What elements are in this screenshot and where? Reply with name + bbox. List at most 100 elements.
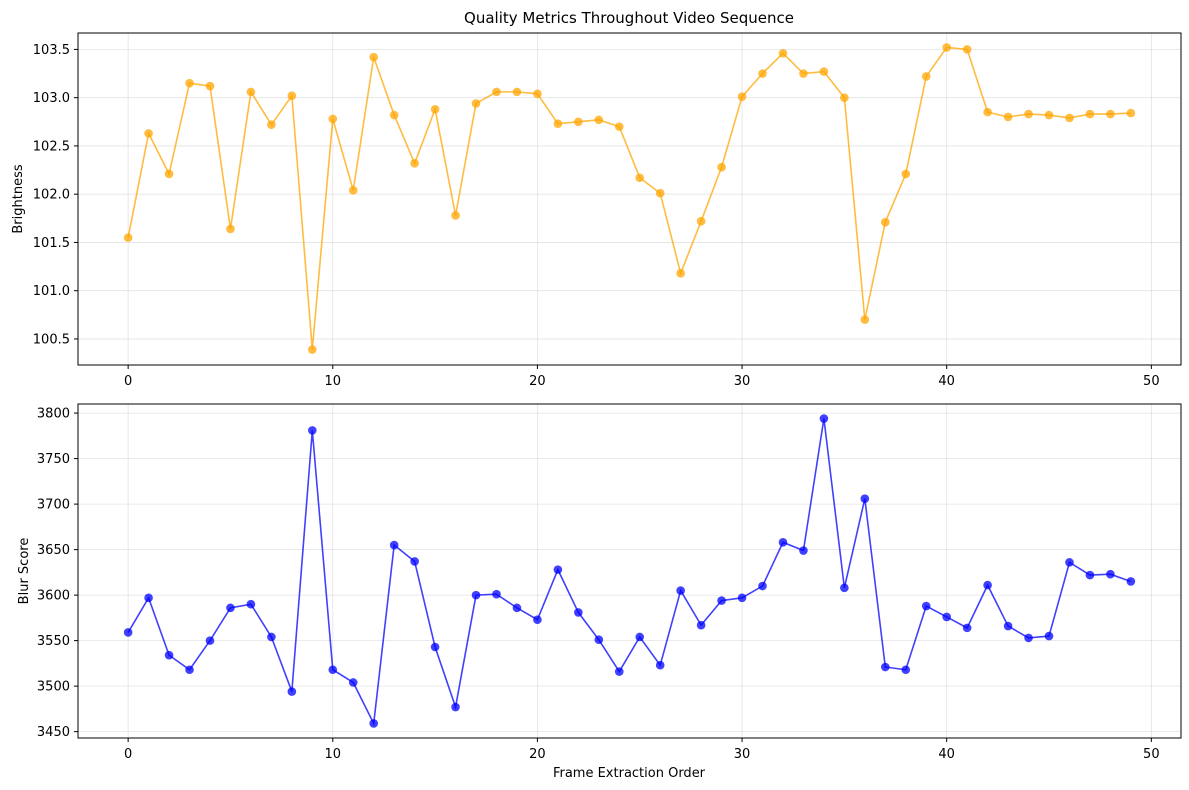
brightness-point bbox=[389, 110, 399, 120]
blur-score-panel: 0 10 20 30 40 50 3450 3500 3550 3600 3650 3700 3750… bbox=[17, 403, 1182, 781]
blur-score-point bbox=[983, 580, 992, 590]
brightness-point bbox=[512, 87, 522, 97]
blur-score-point bbox=[574, 608, 583, 617]
blur-score-point bbox=[962, 623, 972, 633]
brightness-x-tick-label: 0 bbox=[124, 374, 132, 389]
brightness-point bbox=[144, 129, 153, 138]
brightness-point bbox=[164, 169, 174, 179]
blur-score-point bbox=[430, 642, 440, 652]
blur-score-point bbox=[1106, 569, 1115, 579]
brightness-point bbox=[942, 43, 951, 52]
blur-score-point bbox=[492, 589, 501, 599]
blur-score-point bbox=[1126, 577, 1136, 586]
blur-score-point bbox=[860, 494, 870, 503]
brightness-points bbox=[123, 43, 1136, 354]
x-axis-label: Frame Extraction Order bbox=[553, 766, 706, 781]
blur-score-point bbox=[942, 612, 951, 622]
blur-score-y-tick-label: 3800 bbox=[37, 407, 70, 422]
brightness-y-tick-label: 100.5 bbox=[33, 332, 70, 347]
blur-score-point bbox=[1085, 570, 1095, 580]
brightness-point bbox=[983, 107, 992, 117]
blur-score-y-tick-label: 3600 bbox=[37, 589, 70, 604]
blur-score-point bbox=[614, 667, 624, 676]
brightness-point bbox=[533, 89, 542, 99]
blur-score-point bbox=[287, 687, 297, 696]
brightness-point bbox=[287, 91, 297, 101]
brightness-point bbox=[1024, 109, 1033, 119]
blur-score-x-tick-label: 20 bbox=[529, 747, 546, 762]
brightness-x-tick-label: 40 bbox=[938, 374, 955, 389]
blur-score-point bbox=[348, 678, 358, 687]
blur-score-point bbox=[778, 538, 788, 547]
blur-score-y-tick-label: 3650 bbox=[37, 543, 70, 558]
brightness-point bbox=[1126, 108, 1136, 118]
blur-score-point bbox=[533, 615, 542, 624]
brightness-point bbox=[840, 93, 849, 102]
blur-score-y-ticks: 3450 3500 3550 3600 3650 3700 3750 3800 bbox=[37, 407, 78, 740]
brightness-point bbox=[430, 104, 440, 114]
blur-score-point bbox=[267, 632, 276, 642]
brightness-grid bbox=[78, 33, 1181, 365]
brightness-x-tick-label: 10 bbox=[325, 374, 342, 389]
blur-score-point bbox=[655, 660, 665, 670]
brightness-point bbox=[553, 119, 563, 129]
blur-score-point bbox=[1003, 621, 1013, 631]
brightness-y-tick-label: 103.0 bbox=[33, 91, 70, 106]
brightness-x-tick-label: 20 bbox=[529, 374, 546, 389]
brightness-point bbox=[574, 117, 583, 127]
blur-score-y-tick-label: 3700 bbox=[37, 498, 70, 513]
brightness-point bbox=[267, 120, 276, 129]
brightness-point bbox=[451, 211, 460, 220]
brightness-point bbox=[737, 92, 747, 101]
blur-score-line bbox=[127, 418, 1132, 727]
blur-score-point bbox=[410, 557, 419, 566]
brightness-point bbox=[594, 115, 604, 125]
blur-score-point bbox=[799, 546, 808, 555]
blur-score-point bbox=[1065, 558, 1074, 567]
blur-score-point bbox=[226, 603, 235, 613]
blur-score-x-tick-label: 50 bbox=[1143, 747, 1160, 762]
brightness-point bbox=[308, 345, 317, 354]
blur-score-points bbox=[123, 414, 1136, 728]
blur-score-point bbox=[164, 650, 174, 660]
brightness-point bbox=[226, 224, 235, 234]
brightness-point bbox=[717, 162, 726, 172]
chart-title: Quality Metrics Throughout Video Sequenc… bbox=[464, 9, 794, 27]
brightness-y-tick-label: 101.0 bbox=[33, 284, 70, 299]
blur-score-x-tick-label: 10 bbox=[325, 747, 342, 762]
blur-score-point bbox=[328, 665, 338, 675]
brightness-x-tick-label: 30 bbox=[734, 374, 751, 389]
blur-score-point bbox=[676, 586, 685, 595]
brightness-point bbox=[1065, 113, 1074, 123]
brightness-point bbox=[123, 233, 133, 242]
brightness-point bbox=[185, 78, 194, 88]
blur-score-point bbox=[389, 540, 399, 550]
brightness-point bbox=[635, 173, 645, 183]
brightness-point bbox=[410, 158, 419, 168]
blur-score-point bbox=[594, 635, 604, 645]
blur-score-x-tick-label: 40 bbox=[938, 747, 955, 762]
blur-score-point bbox=[246, 599, 256, 609]
blur-score-point bbox=[840, 583, 849, 593]
blur-score-point bbox=[921, 601, 931, 611]
blur-score-y-tick-label: 3500 bbox=[37, 680, 70, 695]
blur-score-point bbox=[717, 596, 726, 605]
blur-score-y-axis-label: Blur Score bbox=[17, 538, 32, 605]
blur-score-point bbox=[471, 590, 481, 600]
brightness-point bbox=[614, 122, 624, 131]
brightness-point bbox=[1003, 112, 1013, 122]
brightness-axes-frame bbox=[77, 32, 1182, 366]
blur-score-point bbox=[1044, 631, 1054, 641]
brightness-y-tick-label: 102.0 bbox=[33, 188, 70, 203]
brightness-x-tick-label: 50 bbox=[1143, 374, 1160, 389]
brightness-point bbox=[696, 216, 706, 226]
brightness-y-ticks: 100.5 101.0 101.5 102.0 102.5 103.0 103.5 bbox=[33, 43, 78, 347]
brightness-point bbox=[962, 45, 972, 54]
blur-score-y-tick-label: 3450 bbox=[37, 725, 70, 740]
brightness-point bbox=[758, 69, 767, 78]
brightness-x-ticks: 0 10 20 30 40 50 bbox=[124, 365, 1160, 389]
blur-score-point bbox=[880, 662, 890, 672]
blur-score-point bbox=[512, 603, 522, 613]
blur-score-x-tick-label: 30 bbox=[734, 747, 751, 762]
